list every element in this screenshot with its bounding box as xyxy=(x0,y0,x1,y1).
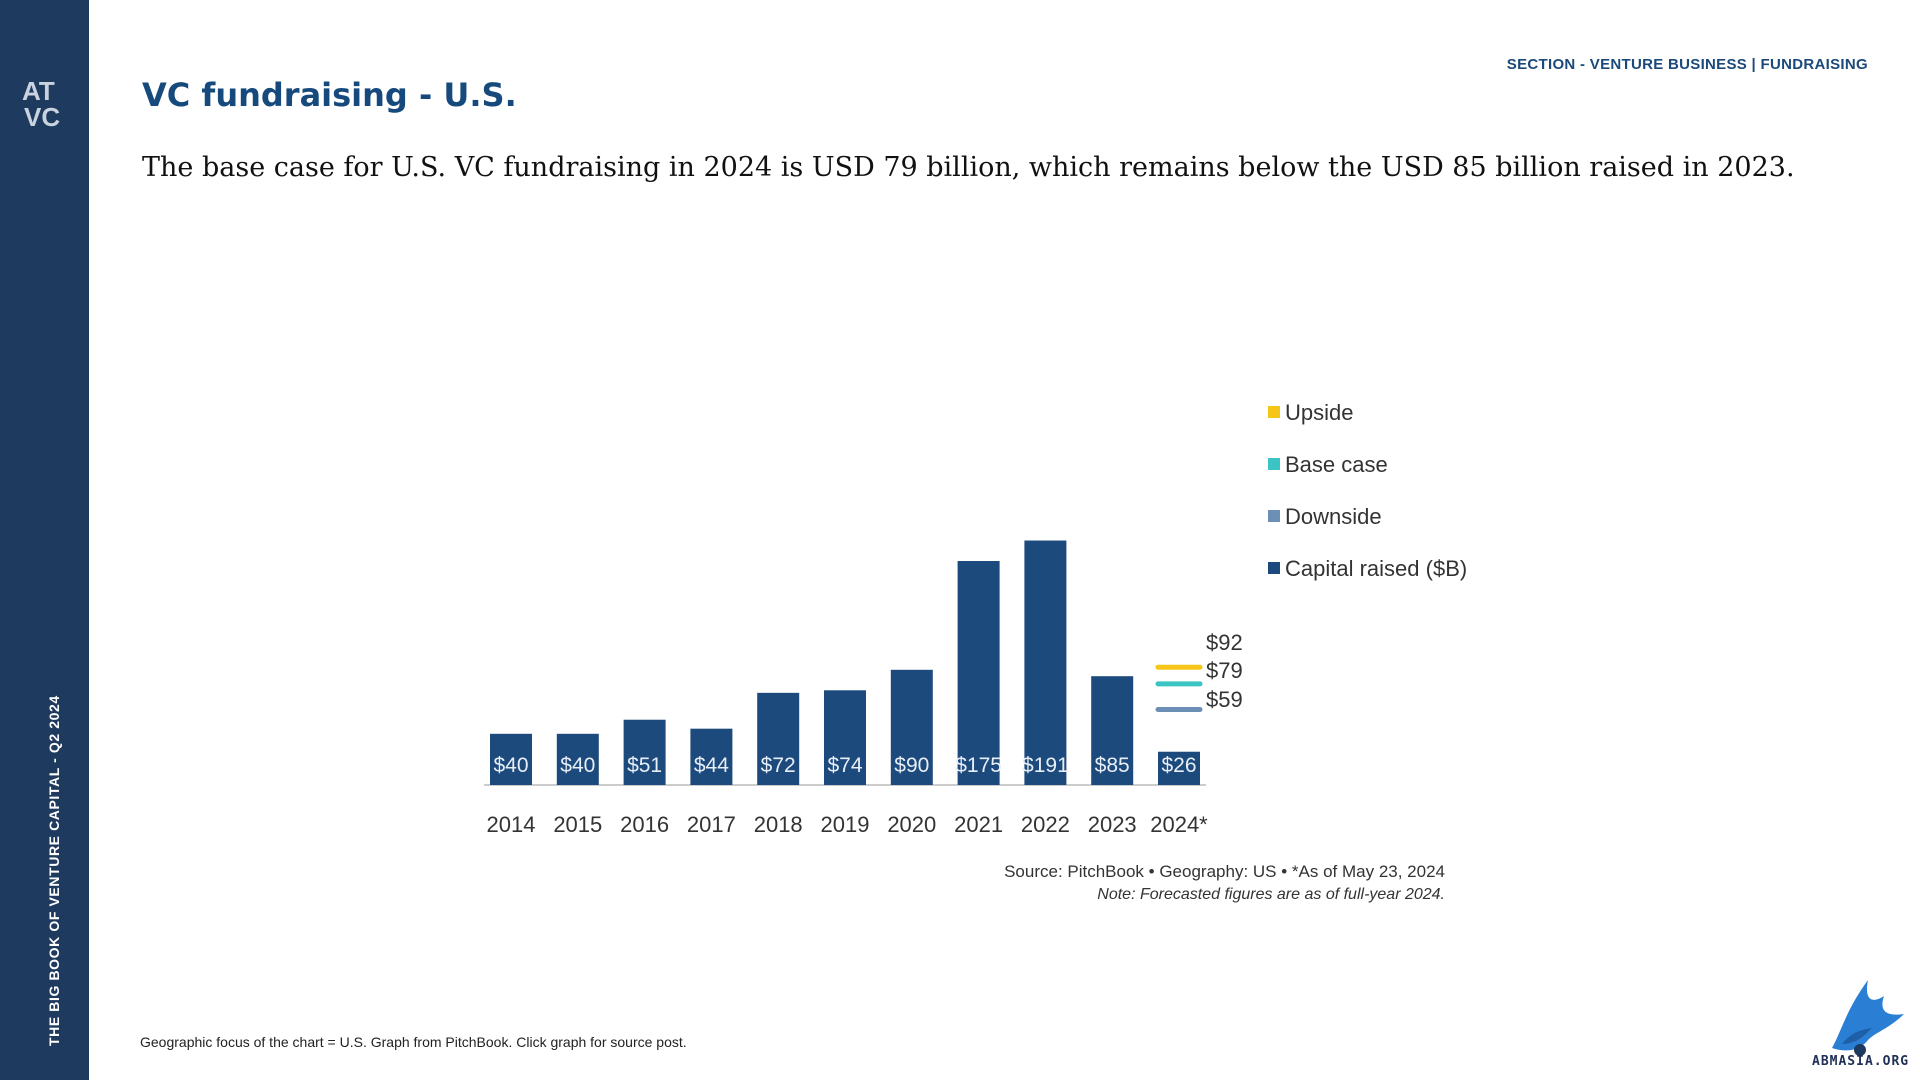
forecast-value-label: $59 xyxy=(1206,687,1243,712)
page-subtitle: The base case for U.S. VC fundraising in… xyxy=(142,152,1795,183)
x-tick-label: 2016 xyxy=(620,812,669,837)
x-tick-label: 2022 xyxy=(1021,812,1070,837)
legend-swatch xyxy=(1268,406,1280,418)
forecast-value-label: $79 xyxy=(1206,658,1243,683)
bar-value-label: $40 xyxy=(493,754,528,777)
bar-2020 xyxy=(890,669,933,785)
legend-label: Upside xyxy=(1285,400,1353,425)
bar-2017 xyxy=(690,728,733,785)
bar-2016 xyxy=(623,719,666,785)
x-tick-label: 2015 xyxy=(553,812,602,837)
legend-label: Capital raised ($B) xyxy=(1285,556,1467,581)
bar-2021 xyxy=(957,561,1000,785)
bar-value-label: $40 xyxy=(560,754,595,777)
section-label: SECTION - VENTURE BUSINESS | FUNDRAISING xyxy=(1506,56,1868,73)
bar-value-label: $191 xyxy=(1022,754,1069,777)
x-tick-label: 2023 xyxy=(1088,812,1137,837)
legend-label: Base case xyxy=(1285,452,1388,477)
bar-value-label: $72 xyxy=(761,754,796,777)
bar-value-label: $90 xyxy=(894,754,929,777)
bar-value-label: $175 xyxy=(955,754,1002,777)
x-tick-label: 2018 xyxy=(754,812,803,837)
x-tick-label: 2019 xyxy=(821,812,870,837)
bar-2015 xyxy=(556,733,599,785)
x-tick-label: 2014 xyxy=(487,812,536,837)
bar-value-label: $74 xyxy=(827,754,862,777)
x-tick-label: 2020 xyxy=(887,812,936,837)
bar-2019 xyxy=(824,690,866,785)
legend-label: Downside xyxy=(1285,504,1382,529)
page-title: VC fundraising - U.S. xyxy=(142,76,517,114)
x-tick-label: 2024* xyxy=(1150,812,1208,837)
svg-text:AT: AT xyxy=(22,76,55,106)
legend-swatch xyxy=(1268,510,1280,522)
eagle-logo-icon xyxy=(1832,980,1904,1056)
graph-caption-link[interactable]: Geographic focus of the chart = U.S. Gra… xyxy=(140,1034,687,1050)
chart-note: Note: Forecasted figures are as of full-… xyxy=(1097,886,1445,903)
bar-2018 xyxy=(757,692,800,785)
bar-value-label: $85 xyxy=(1095,754,1130,777)
bar-2023 xyxy=(1091,676,1134,785)
corner-logo-text: ABMASIA.ORG xyxy=(1812,1054,1910,1069)
legend-swatch xyxy=(1268,562,1280,574)
bar-2024 xyxy=(1158,751,1200,785)
legend-swatch xyxy=(1268,458,1280,470)
bar-value-label: $51 xyxy=(627,754,662,777)
atvc-logo-icon: AT VC xyxy=(22,76,60,132)
x-tick-label: 2021 xyxy=(954,812,1003,837)
bar-2022 xyxy=(1024,540,1067,785)
x-tick-label: 2017 xyxy=(687,812,736,837)
sidebar: AT VC THE BIG BOOK OF VENTURE CAPITAL - … xyxy=(0,0,89,1080)
bar-2014 xyxy=(490,733,532,785)
forecast-value-label: $92 xyxy=(1206,630,1243,655)
bar-value-label: $26 xyxy=(1161,754,1196,777)
svg-text:VC: VC xyxy=(24,102,60,132)
bar-value-label: $44 xyxy=(694,754,729,777)
chart-source: Source: PitchBook • Geography: US • *As … xyxy=(1004,862,1445,881)
